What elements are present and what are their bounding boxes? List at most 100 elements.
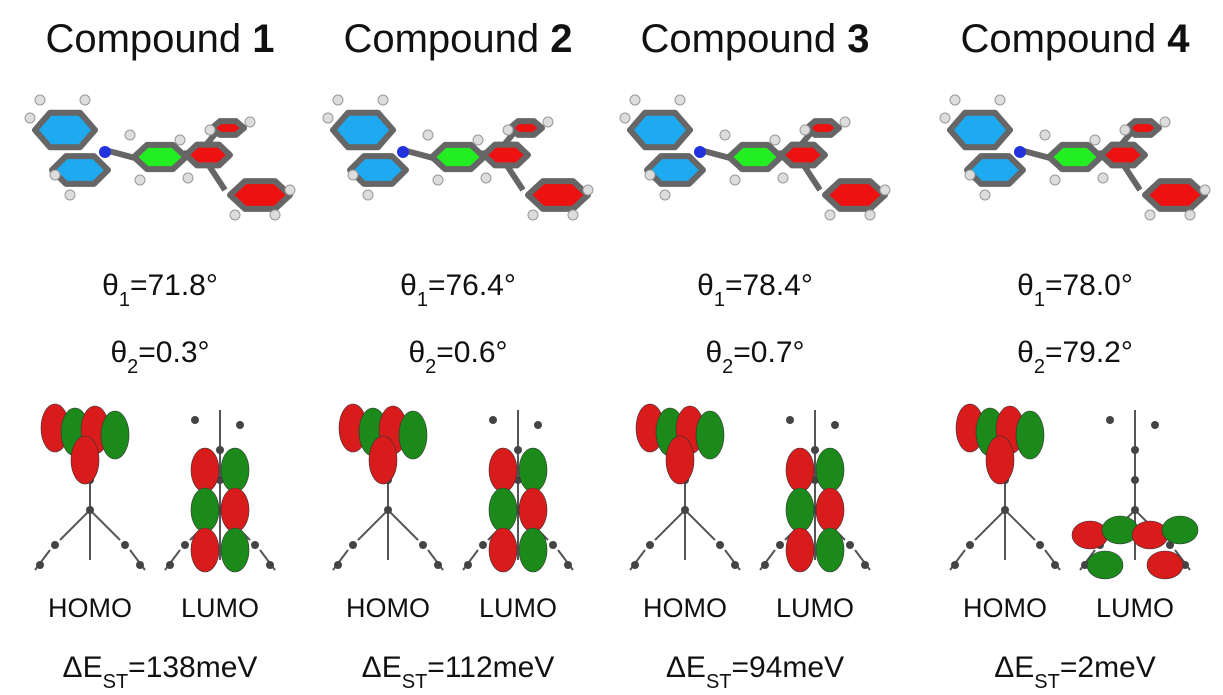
ring bbox=[647, 156, 703, 184]
hydrogen bbox=[183, 173, 193, 183]
atom bbox=[514, 446, 522, 454]
value: =0.3° bbox=[138, 336, 209, 369]
nitrogen bbox=[99, 146, 111, 158]
atom bbox=[951, 561, 959, 569]
value: =138meV bbox=[128, 651, 257, 684]
atom bbox=[831, 421, 839, 429]
atom bbox=[36, 561, 44, 569]
orbital-lobe bbox=[1162, 516, 1198, 544]
atom bbox=[1036, 541, 1044, 549]
ring bbox=[1049, 145, 1101, 169]
lumo-label: LUMO bbox=[181, 593, 259, 623]
symbol: θ bbox=[400, 269, 417, 302]
spacer bbox=[539, 17, 550, 61]
ring bbox=[729, 145, 781, 169]
parameter: ΔEST=112meV bbox=[362, 651, 555, 693]
hydrogen bbox=[378, 95, 388, 105]
nitrogen bbox=[1014, 146, 1026, 158]
atom bbox=[846, 541, 854, 549]
symbol: ΔE bbox=[994, 651, 1034, 684]
atom bbox=[776, 541, 784, 549]
ring bbox=[825, 181, 885, 209]
atom bbox=[1106, 416, 1114, 424]
parameter: θ1=78.0° bbox=[1017, 269, 1133, 311]
hydrogen bbox=[503, 125, 513, 135]
hydrogen bbox=[950, 95, 960, 105]
hydrogen bbox=[175, 135, 185, 145]
atom bbox=[236, 421, 244, 429]
subscript: ST bbox=[103, 671, 129, 693]
subscript: 2 bbox=[425, 356, 436, 378]
hydrogen bbox=[980, 190, 990, 200]
symbol: ΔE bbox=[362, 651, 402, 684]
orbital-lobe bbox=[369, 436, 397, 484]
atom bbox=[191, 416, 199, 424]
ring bbox=[1127, 121, 1159, 135]
hydrogen bbox=[363, 190, 373, 200]
orbital-lobe bbox=[221, 488, 249, 532]
nitrogen bbox=[694, 146, 706, 158]
ring bbox=[781, 145, 825, 166]
hydrogen bbox=[270, 210, 280, 220]
hydrogen bbox=[1040, 130, 1050, 140]
ring bbox=[350, 156, 406, 184]
hydrogen bbox=[125, 130, 135, 140]
orbital-lobe bbox=[786, 488, 814, 532]
lumo-label: LUMO bbox=[776, 593, 854, 623]
hydrogen bbox=[481, 173, 491, 183]
orbital-lobe bbox=[1102, 516, 1138, 544]
value: =79.2° bbox=[1045, 336, 1133, 369]
figure: Compound 1θ1=71.8°θ2=0.3°HOMOLUMOΔEST=13… bbox=[0, 0, 1223, 695]
hydrogen bbox=[423, 130, 433, 140]
atom bbox=[419, 541, 427, 549]
hydrogen bbox=[205, 125, 215, 135]
ring bbox=[510, 121, 542, 135]
hydrogen bbox=[230, 210, 240, 220]
value: =78.0° bbox=[1045, 269, 1133, 302]
atom bbox=[181, 541, 189, 549]
hydrogen bbox=[660, 190, 670, 200]
compound-number: 1 bbox=[252, 17, 274, 61]
hydrogen bbox=[543, 117, 553, 127]
atom bbox=[1051, 561, 1059, 569]
homo-label: HOMO bbox=[643, 593, 727, 623]
parameter: θ1=76.4° bbox=[400, 269, 516, 311]
parameter: θ2=0.7° bbox=[705, 336, 804, 378]
parameter: θ2=0.6° bbox=[408, 336, 507, 378]
orbital-lobe bbox=[1016, 411, 1044, 459]
orbital-lobe bbox=[489, 488, 517, 532]
compound-name: Compound bbox=[45, 17, 241, 61]
atom bbox=[216, 446, 224, 454]
hydrogen bbox=[1145, 210, 1155, 220]
hydrogen bbox=[583, 185, 593, 195]
value: =94meV bbox=[732, 651, 845, 684]
atom bbox=[549, 541, 557, 549]
compound-number: 3 bbox=[847, 17, 869, 61]
atom bbox=[631, 561, 639, 569]
hydrogen bbox=[630, 95, 640, 105]
orbital-lobe bbox=[191, 488, 219, 532]
hydrogen bbox=[620, 113, 630, 123]
orbital-lobe bbox=[1087, 551, 1123, 579]
orbital-lobe bbox=[221, 448, 249, 492]
hydrogen bbox=[528, 210, 538, 220]
symbol: θ bbox=[1017, 336, 1034, 369]
ring bbox=[484, 145, 528, 166]
hydrogen bbox=[1050, 175, 1060, 185]
orbital-lobe bbox=[816, 488, 844, 532]
hydrogen bbox=[1098, 173, 1108, 183]
hydrogen bbox=[1160, 117, 1170, 127]
ring bbox=[186, 145, 230, 166]
orbital-lobe bbox=[1147, 551, 1183, 579]
compound-title: Compound 3 bbox=[640, 17, 869, 61]
ring bbox=[1101, 145, 1145, 166]
atom bbox=[1131, 476, 1139, 484]
atom bbox=[564, 561, 572, 569]
ring bbox=[950, 113, 1010, 148]
parameter: ΔEST=2meV bbox=[994, 651, 1156, 693]
orbital-lobe bbox=[221, 528, 249, 572]
atom bbox=[464, 561, 472, 569]
orbital-lobe bbox=[1132, 521, 1168, 549]
